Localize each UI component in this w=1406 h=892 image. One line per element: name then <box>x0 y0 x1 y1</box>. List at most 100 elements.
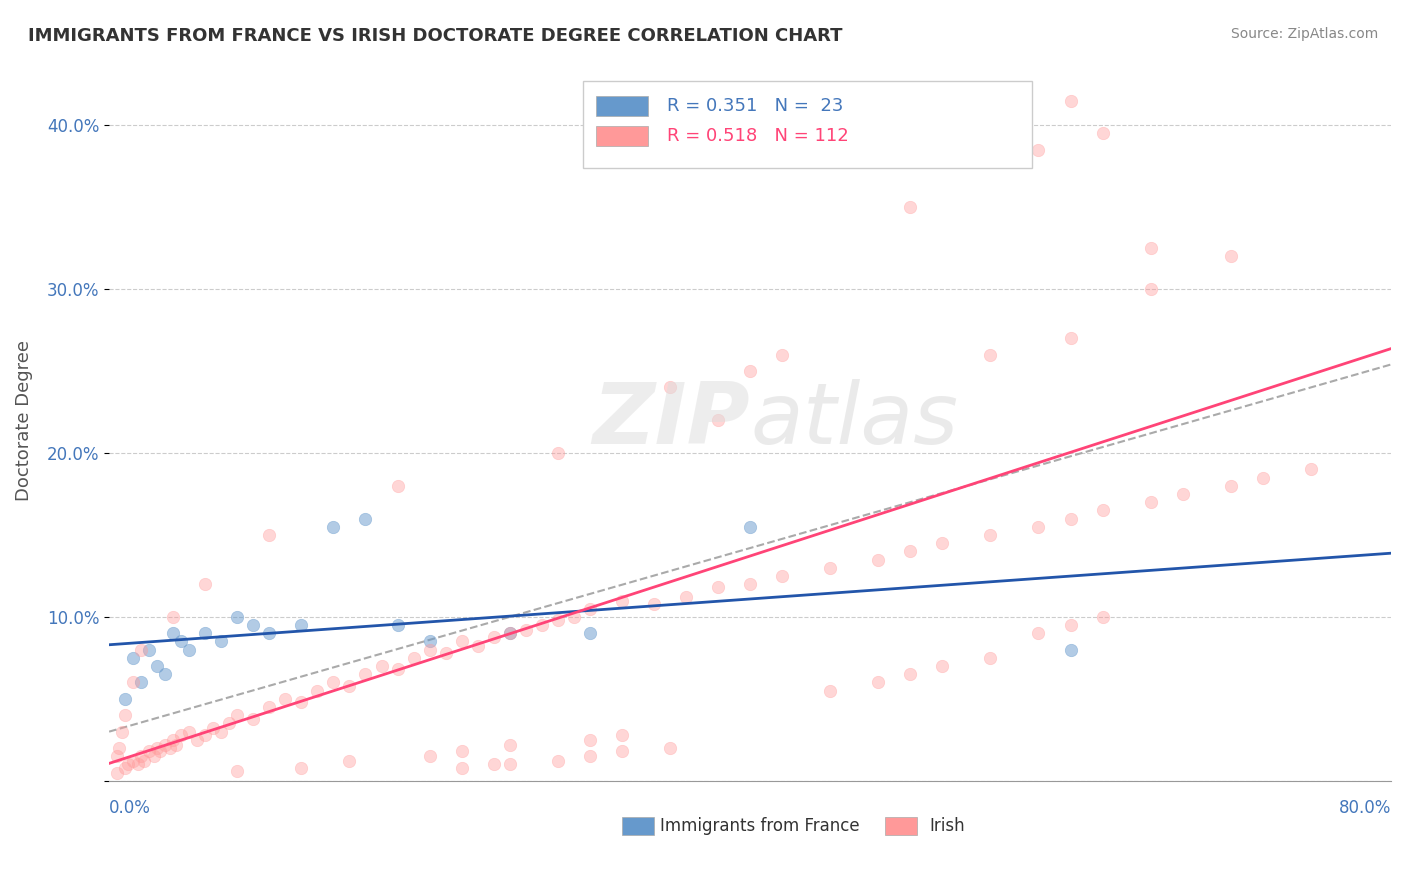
Point <box>530 618 553 632</box>
Point <box>1028 143 1050 157</box>
Point <box>547 613 569 627</box>
Point <box>562 610 585 624</box>
Point <box>450 761 472 775</box>
Point <box>179 724 201 739</box>
Text: R = 0.351   N =  23: R = 0.351 N = 23 <box>666 96 844 115</box>
Point <box>105 765 128 780</box>
Point <box>162 732 184 747</box>
Point <box>370 659 392 673</box>
Point <box>122 754 145 768</box>
Point <box>149 744 172 758</box>
Point <box>738 577 761 591</box>
Point <box>499 757 522 772</box>
Point <box>419 642 441 657</box>
Point <box>1091 503 1114 517</box>
Point <box>770 569 793 583</box>
Point <box>610 728 633 742</box>
Point <box>129 642 152 657</box>
Point <box>868 552 890 566</box>
Text: 0.0%: 0.0% <box>110 799 150 817</box>
Point <box>134 754 156 768</box>
Point <box>179 642 201 657</box>
Point <box>1139 495 1161 509</box>
Point <box>387 479 409 493</box>
Point <box>146 741 169 756</box>
Point <box>107 741 129 756</box>
Point <box>707 581 730 595</box>
Point <box>579 626 602 640</box>
Point <box>643 597 665 611</box>
Point <box>354 667 377 681</box>
Point <box>1059 94 1081 108</box>
Point <box>339 679 361 693</box>
Point <box>931 659 953 673</box>
Point <box>162 626 184 640</box>
Point <box>162 610 184 624</box>
Point <box>610 744 633 758</box>
Point <box>434 646 457 660</box>
Point <box>675 591 697 605</box>
Point <box>111 724 134 739</box>
Point <box>127 757 149 772</box>
Point <box>307 683 329 698</box>
Point <box>259 528 281 542</box>
Point <box>114 691 136 706</box>
Point <box>322 675 344 690</box>
Point <box>515 623 537 637</box>
Point <box>153 738 176 752</box>
Point <box>129 749 152 764</box>
Point <box>707 413 730 427</box>
Point <box>931 536 953 550</box>
Point <box>146 659 169 673</box>
Point <box>194 626 217 640</box>
Point <box>419 749 441 764</box>
Point <box>122 651 145 665</box>
Point <box>242 712 264 726</box>
Text: ZIP: ZIP <box>592 379 749 462</box>
Point <box>114 761 136 775</box>
Point <box>979 348 1001 362</box>
Point <box>450 634 472 648</box>
Text: Immigrants from France: Immigrants from France <box>661 816 860 835</box>
Point <box>259 700 281 714</box>
Point <box>322 520 344 534</box>
Point <box>1028 520 1050 534</box>
FancyBboxPatch shape <box>596 126 648 146</box>
Point <box>818 683 841 698</box>
FancyBboxPatch shape <box>596 95 648 116</box>
Point <box>1028 626 1050 640</box>
Text: IMMIGRANTS FROM FRANCE VS IRISH DOCTORATE DEGREE CORRELATION CHART: IMMIGRANTS FROM FRANCE VS IRISH DOCTORAT… <box>28 27 842 45</box>
Point <box>547 754 569 768</box>
Point <box>242 618 264 632</box>
Point <box>979 110 1001 124</box>
Point <box>1299 462 1322 476</box>
Point <box>898 544 921 558</box>
Point <box>770 348 793 362</box>
Point <box>610 593 633 607</box>
Point <box>290 618 312 632</box>
Point <box>450 744 472 758</box>
Point <box>979 651 1001 665</box>
Point <box>259 626 281 640</box>
Point <box>194 728 217 742</box>
Point <box>1251 470 1274 484</box>
Point <box>129 675 152 690</box>
Point <box>387 618 409 632</box>
Point <box>186 732 208 747</box>
Text: Irish: Irish <box>929 816 965 835</box>
Text: 80.0%: 80.0% <box>1339 799 1391 817</box>
Point <box>290 695 312 709</box>
Point <box>868 675 890 690</box>
Point <box>1139 282 1161 296</box>
Point <box>1091 610 1114 624</box>
Point <box>122 675 145 690</box>
Point <box>1219 479 1241 493</box>
Point <box>165 738 187 752</box>
Point <box>143 749 166 764</box>
Point <box>1139 241 1161 255</box>
Point <box>738 364 761 378</box>
Point <box>898 200 921 214</box>
Point <box>818 560 841 574</box>
Point <box>209 634 232 648</box>
Point <box>419 634 441 648</box>
